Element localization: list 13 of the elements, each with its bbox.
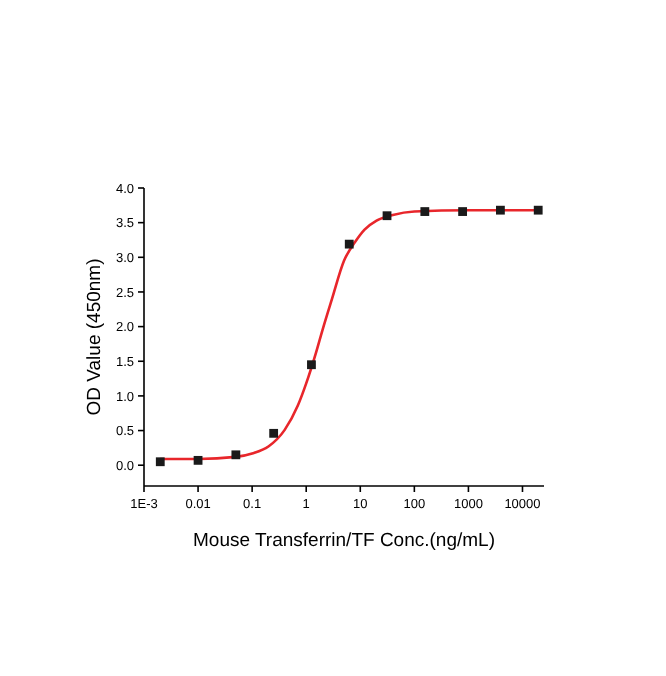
point <box>496 205 505 215</box>
point <box>231 450 241 460</box>
point <box>155 457 165 467</box>
point <box>458 207 468 216</box>
point <box>193 455 203 465</box>
point <box>382 211 392 221</box>
x-axis-title: Mouse Transferrin/TF Conc.(ng/mL) <box>193 530 495 552</box>
point <box>307 360 316 370</box>
point <box>533 205 543 215</box>
point <box>420 207 430 216</box>
y-axis-title: OD Value (450nm) <box>84 258 106 416</box>
point <box>269 428 279 438</box>
point <box>344 239 354 249</box>
